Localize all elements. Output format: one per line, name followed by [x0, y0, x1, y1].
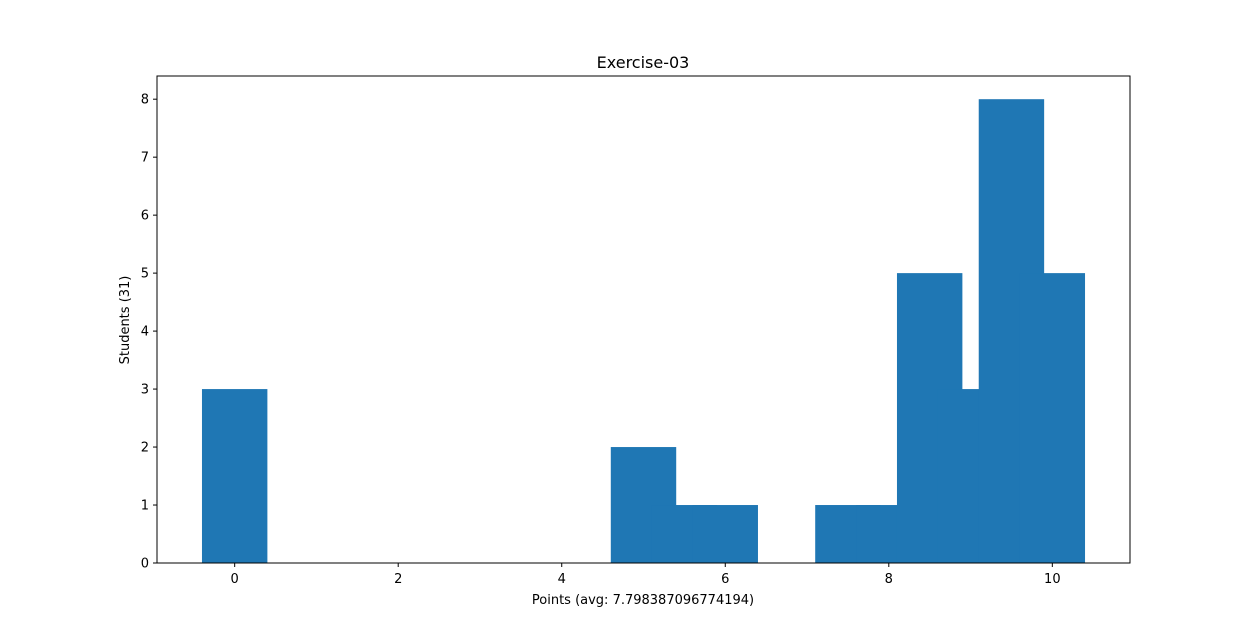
y-tick-label: 2 — [141, 441, 149, 456]
y-axis-label: Students (31) — [118, 276, 133, 365]
axes-frame — [156, 75, 1131, 564]
x-tick-label: 10 — [1044, 572, 1061, 587]
histogram-bar-0 — [201, 389, 268, 563]
y-tick-label: 7 — [141, 151, 149, 166]
y-tick-label: 3 — [141, 383, 149, 398]
chart-title: Exercise-03 — [597, 53, 690, 72]
y-tick-label: 6 — [141, 209, 149, 224]
histogram-bar-3 — [692, 505, 758, 563]
y-tick-label: 5 — [141, 267, 149, 282]
x-tick-label: 2 — [394, 572, 402, 587]
y-axis: 0 1 2 3 4 5 6 7 8 — [141, 93, 157, 572]
histogram-bar-9 — [1019, 273, 1086, 563]
x-tick-label: 6 — [721, 572, 729, 587]
x-tick-label: 0 — [231, 572, 239, 587]
y-tick-label: 0 — [141, 557, 149, 572]
x-axis-label: Points (avg: 7.798387096774194) — [532, 593, 754, 608]
x-tick-label: 4 — [558, 572, 566, 587]
y-tick-label: 8 — [141, 93, 149, 108]
bars-layer — [201, 99, 1086, 563]
x-tick-label: 8 — [885, 572, 893, 587]
y-tick-label: 1 — [141, 499, 149, 514]
y-tick-label: 4 — [141, 325, 149, 340]
x-axis: 0 2 4 6 8 10 — [231, 563, 1061, 587]
